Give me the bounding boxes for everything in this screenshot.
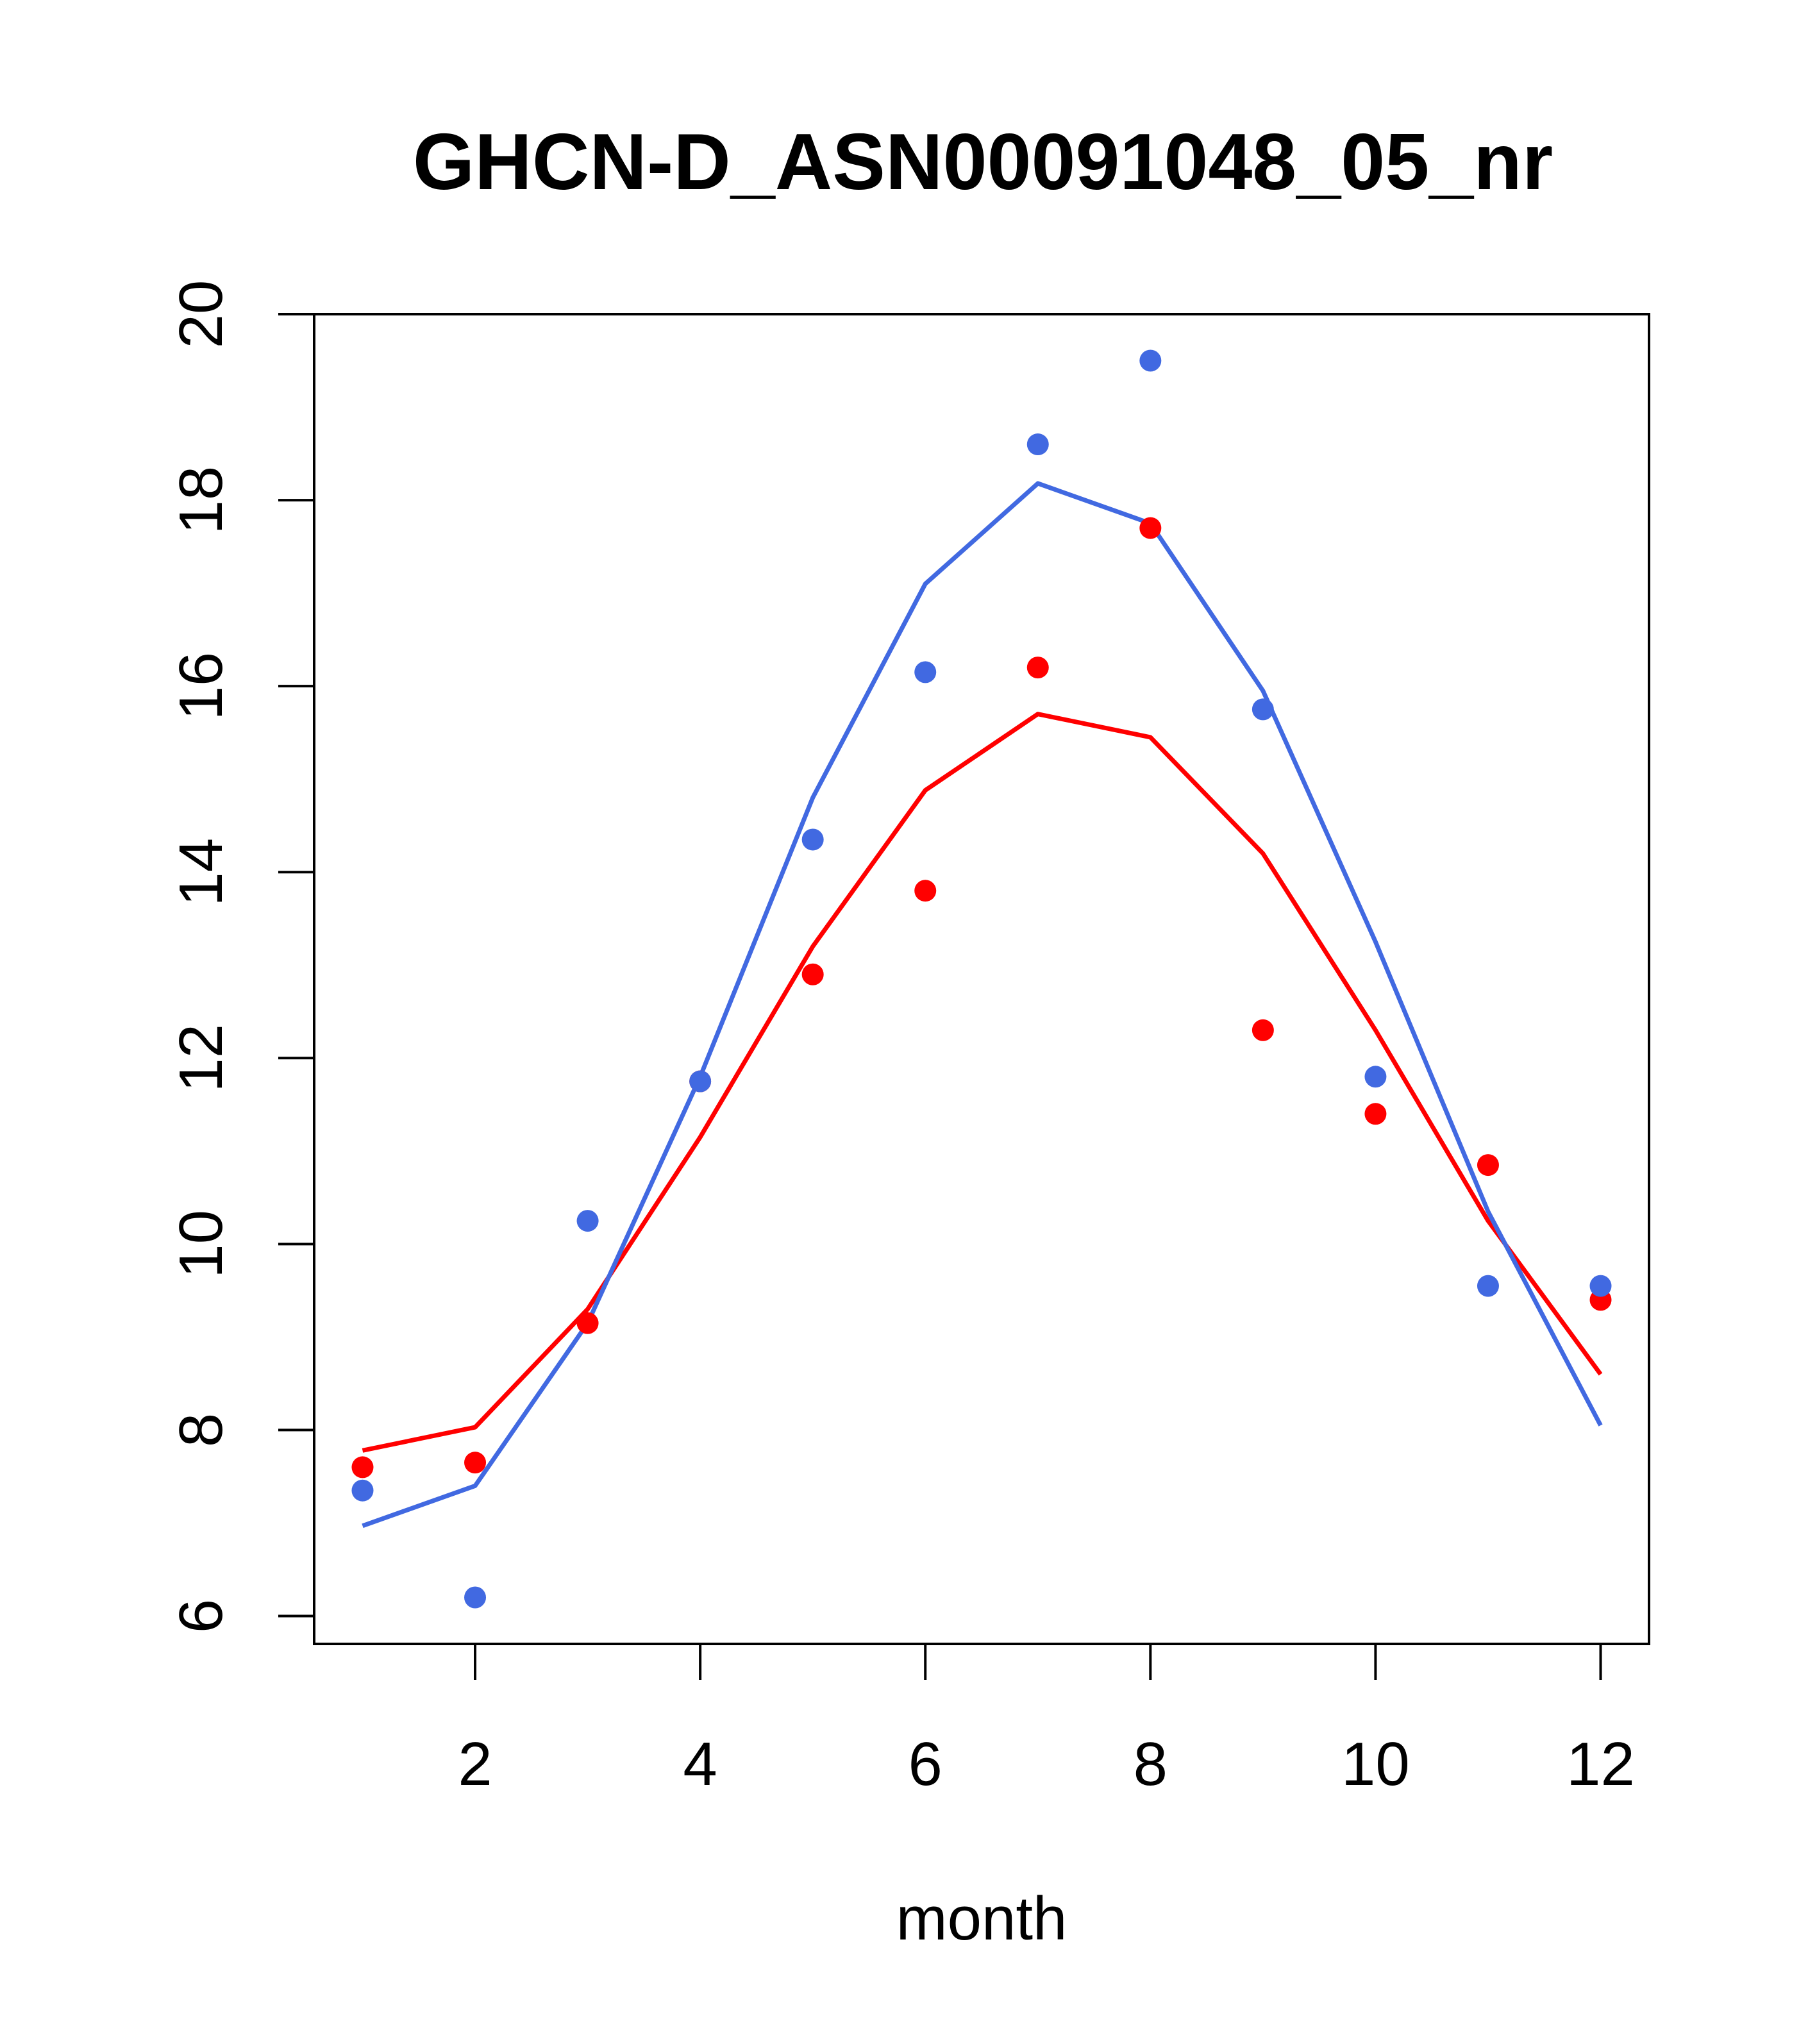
plot-frame bbox=[313, 313, 1650, 1645]
data-point bbox=[801, 963, 824, 985]
data-point bbox=[1364, 1066, 1387, 1088]
y-tick-label: 18 bbox=[167, 466, 235, 535]
y-tick-label: 16 bbox=[167, 652, 235, 721]
series-layer bbox=[351, 349, 1612, 1609]
data-point bbox=[1252, 1019, 1274, 1041]
data-point bbox=[914, 880, 937, 902]
y-tick-label: 14 bbox=[167, 838, 235, 907]
x-tick-label: 6 bbox=[908, 1730, 942, 1798]
data-point bbox=[801, 828, 824, 851]
y-tick-label: 10 bbox=[167, 1210, 235, 1278]
data-point bbox=[1477, 1275, 1499, 1297]
series-line-3 bbox=[362, 481, 1603, 1529]
data-point bbox=[464, 1452, 487, 1474]
data-point bbox=[576, 1210, 599, 1232]
chart-title: GHCN-D_ASN00091048_05_nr bbox=[413, 118, 1553, 206]
x-tick-label: 10 bbox=[1341, 1730, 1410, 1798]
x-tick-label: 8 bbox=[1134, 1730, 1168, 1798]
data-point bbox=[1252, 698, 1274, 721]
x-axis-label: month bbox=[896, 1884, 1068, 1953]
data-point bbox=[1589, 1275, 1612, 1297]
x-tick-label: 4 bbox=[683, 1730, 717, 1798]
data-point bbox=[1139, 349, 1162, 372]
y-tick-label: 6 bbox=[167, 1599, 235, 1633]
y-tick-label: 20 bbox=[167, 280, 235, 349]
x-axis: 2 4 6 8 10 12 bbox=[458, 1643, 1635, 1798]
data-point bbox=[464, 1586, 487, 1609]
y-axis: 6 8 10 12 14 16 18 20 bbox=[167, 280, 315, 1633]
x-tick-label: 2 bbox=[458, 1730, 492, 1798]
data-point bbox=[914, 661, 937, 683]
data-point bbox=[1139, 517, 1162, 539]
data-point bbox=[1026, 657, 1049, 679]
series-line-2 bbox=[362, 712, 1603, 1453]
y-tick-label: 12 bbox=[167, 1024, 235, 1093]
data-point bbox=[1364, 1103, 1387, 1125]
data-point bbox=[576, 1312, 599, 1334]
y-tick-label: 8 bbox=[167, 1413, 235, 1447]
x-tick-label: 12 bbox=[1566, 1730, 1635, 1798]
data-point bbox=[351, 1479, 374, 1502]
data-point bbox=[689, 1070, 712, 1093]
data-point bbox=[351, 1456, 374, 1479]
data-point bbox=[1026, 433, 1049, 456]
data-point bbox=[1477, 1154, 1499, 1177]
